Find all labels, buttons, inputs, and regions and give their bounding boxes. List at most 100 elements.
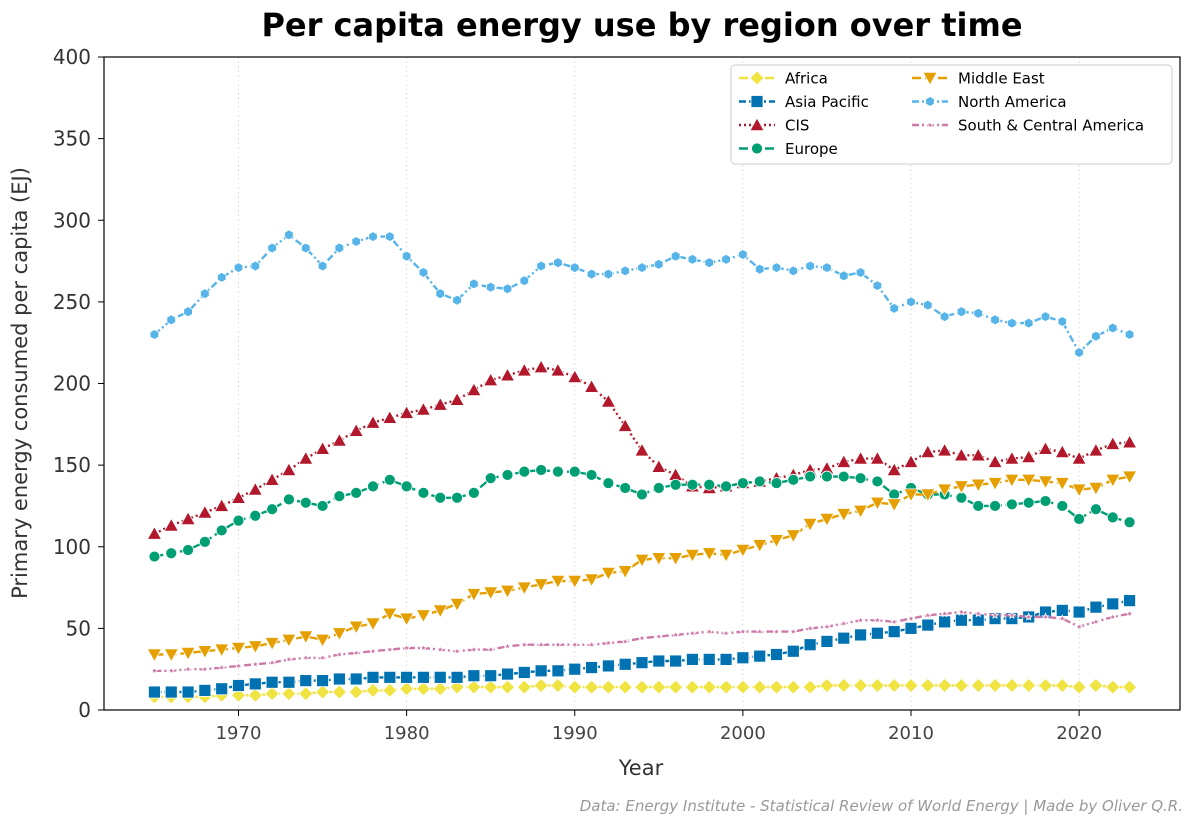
data-point-middle-east: [684, 548, 701, 563]
data-point-africa: [584, 679, 600, 695]
data-point-north-america: [570, 262, 580, 274]
data-point-asia-pacific: [400, 670, 414, 684]
data-point-cis: [230, 489, 247, 504]
data-point-asia-pacific: [719, 652, 733, 666]
data-point-north-america: [233, 262, 244, 274]
data-point-north-america: [1024, 317, 1034, 329]
data-point-asia-pacific: [568, 662, 582, 676]
data-point-asia-pacific: [417, 670, 430, 684]
data-point-cis: [180, 511, 196, 525]
data-point-cis: [634, 442, 650, 457]
data-point-africa: [1037, 677, 1054, 694]
data-point-europe: [434, 491, 447, 504]
data-point-north-america: [267, 242, 277, 254]
data-point-south-central-america: [486, 645, 495, 654]
data-point-south-central-america: [183, 664, 193, 673]
data-point-cis: [146, 525, 163, 540]
data-point-south-central-america: [671, 630, 680, 639]
data-point-africa: [382, 682, 398, 698]
data-point-cis: [1071, 450, 1087, 465]
data-point-cis: [247, 481, 263, 496]
data-point-asia-pacific: [332, 672, 346, 686]
data-point-asia-pacific: [652, 654, 666, 668]
data-point-cis: [1105, 436, 1121, 450]
data-point-cis: [852, 450, 869, 465]
x-tick-label: 2010: [888, 723, 934, 744]
data-point-north-america: [368, 231, 378, 243]
data-point-south-central-america: [469, 645, 479, 654]
data-point-asia-pacific: [484, 669, 498, 683]
data-point-north-america: [1057, 316, 1067, 327]
data-point-africa: [1122, 679, 1138, 695]
data-point-cis: [651, 458, 667, 473]
data-point-europe: [1106, 511, 1119, 524]
data-point-europe: [821, 470, 833, 483]
series-south-central-america: [150, 607, 1134, 675]
legend-label: Europe: [785, 140, 838, 158]
data-point-europe: [299, 496, 312, 509]
data-point-south-central-america: [435, 645, 445, 654]
data-point-south-central-america: [284, 654, 294, 664]
data-point-africa: [937, 677, 953, 694]
data-point-middle-east: [214, 643, 230, 658]
data-point-cis: [264, 471, 280, 486]
data-point-asia-pacific: [770, 648, 783, 661]
series-line-middle-east: [154, 475, 1130, 656]
data-point-south-central-america: [738, 627, 748, 636]
data-point-asia-pacific: [181, 685, 195, 699]
grid: [238, 57, 1080, 710]
data-point-cis: [1088, 442, 1104, 457]
data-point-africa: [886, 677, 902, 694]
data-point-middle-east: [617, 565, 633, 580]
data-point-south-central-america: [604, 638, 613, 647]
data-point-europe: [1056, 500, 1069, 512]
data-point-europe: [215, 524, 228, 537]
y-tick-label: 350: [53, 127, 91, 151]
data-point-africa: [735, 679, 751, 695]
data-point-asia-pacific: [265, 675, 279, 689]
data-point-africa: [903, 677, 919, 694]
data-point-middle-east: [1054, 477, 1070, 491]
data-point-africa: [768, 679, 785, 695]
data-point-middle-east: [920, 488, 936, 503]
data-point-middle-east: [483, 586, 499, 601]
data-point-europe: [837, 470, 850, 483]
legend-label: Africa: [785, 70, 828, 88]
data-point-south-central-america: [1024, 612, 1034, 621]
y-tick-label: 200: [53, 372, 91, 396]
data-point-south-central-america: [234, 661, 243, 670]
data-point-europe: [871, 475, 884, 488]
data-point-europe: [804, 470, 817, 483]
data-point-africa: [348, 684, 364, 700]
data-point-south-central-america: [637, 633, 647, 642]
data-point-europe: [165, 547, 178, 560]
data-point-south-central-america: [1108, 612, 1118, 621]
data-point-europe: [972, 500, 985, 512]
data-point-north-america: [553, 257, 563, 269]
data-point-south-central-america: [1074, 622, 1084, 631]
data-point-middle-east: [298, 630, 314, 645]
data-point-south-central-america: [839, 618, 849, 628]
data-point-north-america: [334, 242, 345, 254]
data-point-europe: [1073, 513, 1086, 525]
data-point-cis: [1121, 434, 1138, 449]
data-point-north-america: [284, 229, 294, 241]
data-point-south-central-america: [805, 623, 815, 633]
x-tick-label: 1990: [552, 723, 598, 744]
data-point-africa: [399, 681, 415, 697]
data-point-middle-east: [247, 640, 263, 655]
legend-item-middle-east: Middle East: [912, 70, 1045, 88]
data-point-asia-pacific: [1072, 605, 1086, 619]
data-point-south-central-america: [906, 614, 916, 623]
chart-title: Per capita energy use by region over tim…: [261, 6, 1022, 44]
data-point-europe: [568, 465, 581, 478]
data-point-north-america: [250, 260, 261, 272]
data-point-south-central-america: [335, 649, 344, 659]
data-point-asia-pacific: [938, 615, 952, 629]
data-point-north-america: [704, 257, 714, 269]
data-point-south-central-america: [402, 643, 411, 652]
data-point-africa: [1021, 677, 1037, 694]
data-point-middle-east: [382, 607, 398, 622]
data-point-cis: [398, 405, 415, 419]
data-point-north-america: [956, 306, 967, 318]
